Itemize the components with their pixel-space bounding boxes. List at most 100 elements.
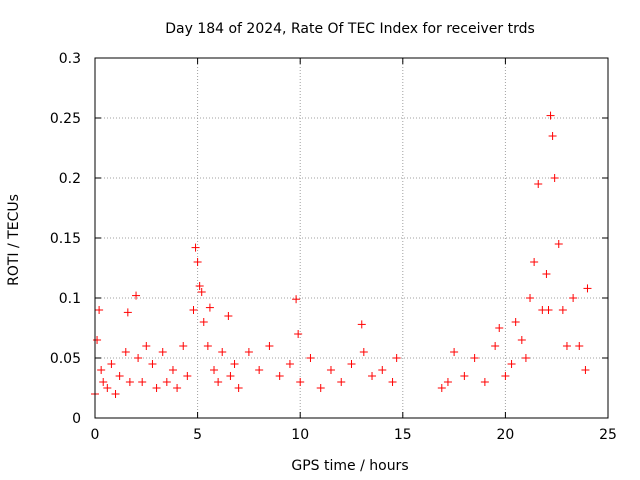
data-point [152, 384, 161, 392]
grid-lines [95, 58, 608, 418]
data-point [168, 366, 177, 374]
data-point [132, 291, 141, 300]
data-point [121, 348, 130, 356]
data-point [575, 342, 584, 350]
data-point [470, 354, 479, 362]
data-point [550, 174, 559, 182]
x-tick-label: 10 [291, 427, 309, 443]
data-point [218, 348, 227, 356]
data-point [388, 378, 397, 386]
data-point [138, 378, 147, 386]
data-point [554, 240, 563, 248]
data-point [93, 336, 102, 344]
data-point [581, 366, 590, 374]
data-point [495, 324, 504, 332]
data-point [210, 366, 219, 374]
data-point [193, 258, 202, 266]
axis-ticks: 0 5 10 15 20 25 0 0.05 0.1 0.15 0.2 0.25 0.3 [50, 51, 617, 443]
data-point [189, 306, 198, 314]
data-point [95, 306, 104, 314]
data-point [450, 348, 459, 356]
data-point [558, 306, 567, 314]
data-point [501, 372, 510, 380]
data-point [97, 366, 106, 374]
x-tick-label: 15 [394, 427, 412, 443]
data-point [183, 372, 192, 380]
data-point [534, 180, 543, 188]
y-tick-label: 0.05 [50, 351, 81, 367]
data-point [296, 378, 305, 386]
x-tick-label: 20 [496, 427, 514, 443]
y-axis-label: ROTI / TECUs [6, 194, 22, 286]
data-point [115, 372, 124, 380]
y-tick-label: 0.2 [59, 171, 81, 187]
data-point [583, 284, 592, 293]
data-point [378, 366, 387, 374]
data-point [203, 342, 212, 350]
data-point [491, 342, 500, 350]
data-point [526, 294, 535, 302]
data-point [562, 342, 571, 350]
data-point [337, 378, 346, 386]
data-point [292, 295, 301, 304]
data-point [285, 360, 294, 368]
data-point [480, 378, 489, 386]
data-point [107, 360, 116, 368]
x-tick-label: 25 [599, 427, 617, 443]
data-point [437, 384, 446, 392]
data-point [230, 360, 239, 368]
data-point [234, 384, 243, 392]
data-point [158, 348, 167, 356]
data-point [326, 366, 335, 374]
data-point [265, 342, 274, 350]
data-point [123, 308, 132, 317]
data-point [99, 378, 108, 386]
data-point [548, 132, 557, 140]
data-point [244, 348, 253, 356]
data-point [359, 348, 368, 356]
data-point [134, 354, 143, 362]
data-point [205, 303, 214, 312]
data-point [306, 354, 315, 362]
data-point [103, 384, 112, 392]
data-point [162, 378, 171, 386]
data-point [542, 270, 551, 278]
data-point [347, 360, 356, 368]
data-point [392, 354, 401, 362]
y-tick-label: 0.3 [59, 51, 81, 67]
x-tick-label: 5 [193, 427, 202, 443]
data-point [255, 366, 264, 374]
data-point [125, 378, 134, 386]
data-point [546, 111, 555, 120]
y-tick-label: 0.25 [50, 111, 81, 127]
data-point [214, 378, 223, 386]
data-point [195, 282, 204, 290]
data-point [368, 372, 377, 380]
data-point [179, 342, 188, 350]
data-point [199, 318, 208, 326]
data-point [544, 306, 553, 314]
x-axis-label: GPS time / hours [291, 458, 408, 474]
data-point [517, 336, 526, 344]
data-point [142, 342, 151, 350]
y-tick-label: 0 [72, 411, 81, 427]
x-tick-label: 0 [91, 427, 100, 443]
data-point [275, 372, 284, 380]
data-point [530, 258, 539, 266]
chart-title: Day 184 of 2024, Rate Of TEC Index for r… [165, 21, 535, 37]
data-point [224, 312, 233, 320]
data-point [316, 384, 325, 392]
data-point [191, 243, 200, 252]
data-point [173, 384, 182, 392]
data-point [443, 378, 452, 386]
data-point [521, 354, 530, 362]
data-point [197, 288, 206, 296]
data-point [507, 360, 516, 368]
data-point [460, 372, 469, 380]
y-tick-label: 0.1 [59, 291, 81, 307]
data-point [294, 330, 303, 338]
data-point [511, 318, 520, 326]
data-point [111, 390, 120, 398]
data-point [148, 360, 157, 368]
